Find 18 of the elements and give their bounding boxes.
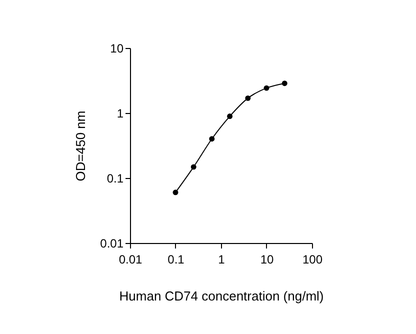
point <box>190 164 196 170</box>
point <box>172 190 178 196</box>
x-axis-title: Human CD74 concentration (ng/ml) <box>119 288 324 304</box>
point <box>245 95 251 101</box>
point <box>282 80 288 86</box>
y-tick-label: 0.1 <box>106 172 124 186</box>
point <box>227 114 233 120</box>
x-tick-label: 0.01 <box>118 252 142 266</box>
x-tick-label: 0.1 <box>168 252 185 266</box>
x-tick-label: 100 <box>302 252 323 266</box>
x-tick-label: 10 <box>260 252 274 266</box>
point <box>264 85 270 91</box>
x-tick-label: 1 <box>218 252 226 266</box>
y-tick-label: 10 <box>110 42 124 56</box>
y-axis-title: OD=450 nm <box>73 110 88 182</box>
point <box>209 136 215 142</box>
y-tick-label: 0.01 <box>100 236 124 250</box>
y-tick-label: 1 <box>116 106 124 120</box>
